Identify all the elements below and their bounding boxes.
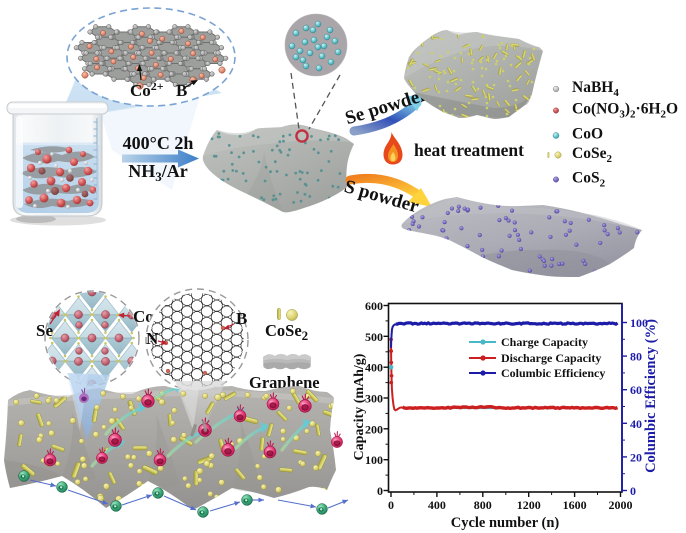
svg-text:N: N bbox=[146, 329, 159, 348]
svg-text:Columbic Efficiency: Columbic Efficiency bbox=[501, 366, 605, 380]
svg-text:400: 400 bbox=[365, 361, 383, 375]
svg-text:400°C 2h: 400°C 2h bbox=[123, 133, 194, 153]
svg-text:heat treatment: heat treatment bbox=[414, 140, 524, 160]
svg-text:Cycle number (n): Cycle number (n) bbox=[451, 515, 560, 531]
svg-text:CoSe2: CoSe2 bbox=[572, 145, 612, 165]
svg-text:B: B bbox=[236, 309, 247, 328]
svg-text:Charge Capacity: Charge Capacity bbox=[501, 335, 588, 349]
svg-text:500: 500 bbox=[365, 330, 383, 344]
svg-text:100: 100 bbox=[630, 316, 648, 330]
svg-text:0: 0 bbox=[388, 498, 394, 512]
svg-text:Co(NO3)2·6H2O: Co(NO3)2·6H2O bbox=[572, 101, 678, 121]
svg-text:600: 600 bbox=[365, 299, 383, 313]
svg-text:Columbic Efficiency (%): Columbic Efficiency (%) bbox=[643, 319, 659, 473]
svg-text:200: 200 bbox=[365, 422, 383, 436]
svg-text:800: 800 bbox=[474, 498, 492, 512]
svg-text:CoO: CoO bbox=[572, 126, 603, 143]
svg-text:1600: 1600 bbox=[563, 498, 587, 512]
svg-text:CoSe2: CoSe2 bbox=[265, 321, 308, 343]
svg-text:60: 60 bbox=[630, 383, 642, 397]
svg-text:0: 0 bbox=[630, 484, 636, 498]
svg-text:Capacity (mAh/g): Capacity (mAh/g) bbox=[352, 353, 367, 460]
svg-text:NH3/Ar: NH3/Ar bbox=[128, 161, 188, 184]
svg-text:NaBH4: NaBH4 bbox=[572, 79, 619, 99]
svg-text:1200: 1200 bbox=[517, 498, 541, 512]
svg-text:100: 100 bbox=[365, 453, 383, 467]
svg-text:300: 300 bbox=[365, 392, 383, 406]
svg-text:2000: 2000 bbox=[609, 498, 633, 512]
svg-text:Co: Co bbox=[133, 307, 154, 326]
svg-text:CoS2: CoS2 bbox=[572, 170, 606, 190]
svg-text:Se: Se bbox=[36, 321, 53, 340]
svg-text:20: 20 bbox=[630, 450, 642, 464]
svg-text:80: 80 bbox=[630, 350, 642, 364]
svg-text:40: 40 bbox=[630, 417, 642, 431]
svg-text:Discharge Capacity: Discharge Capacity bbox=[501, 351, 601, 365]
svg-text:400: 400 bbox=[428, 498, 446, 512]
svg-text:0: 0 bbox=[377, 484, 383, 498]
svg-text:B: B bbox=[176, 81, 187, 100]
